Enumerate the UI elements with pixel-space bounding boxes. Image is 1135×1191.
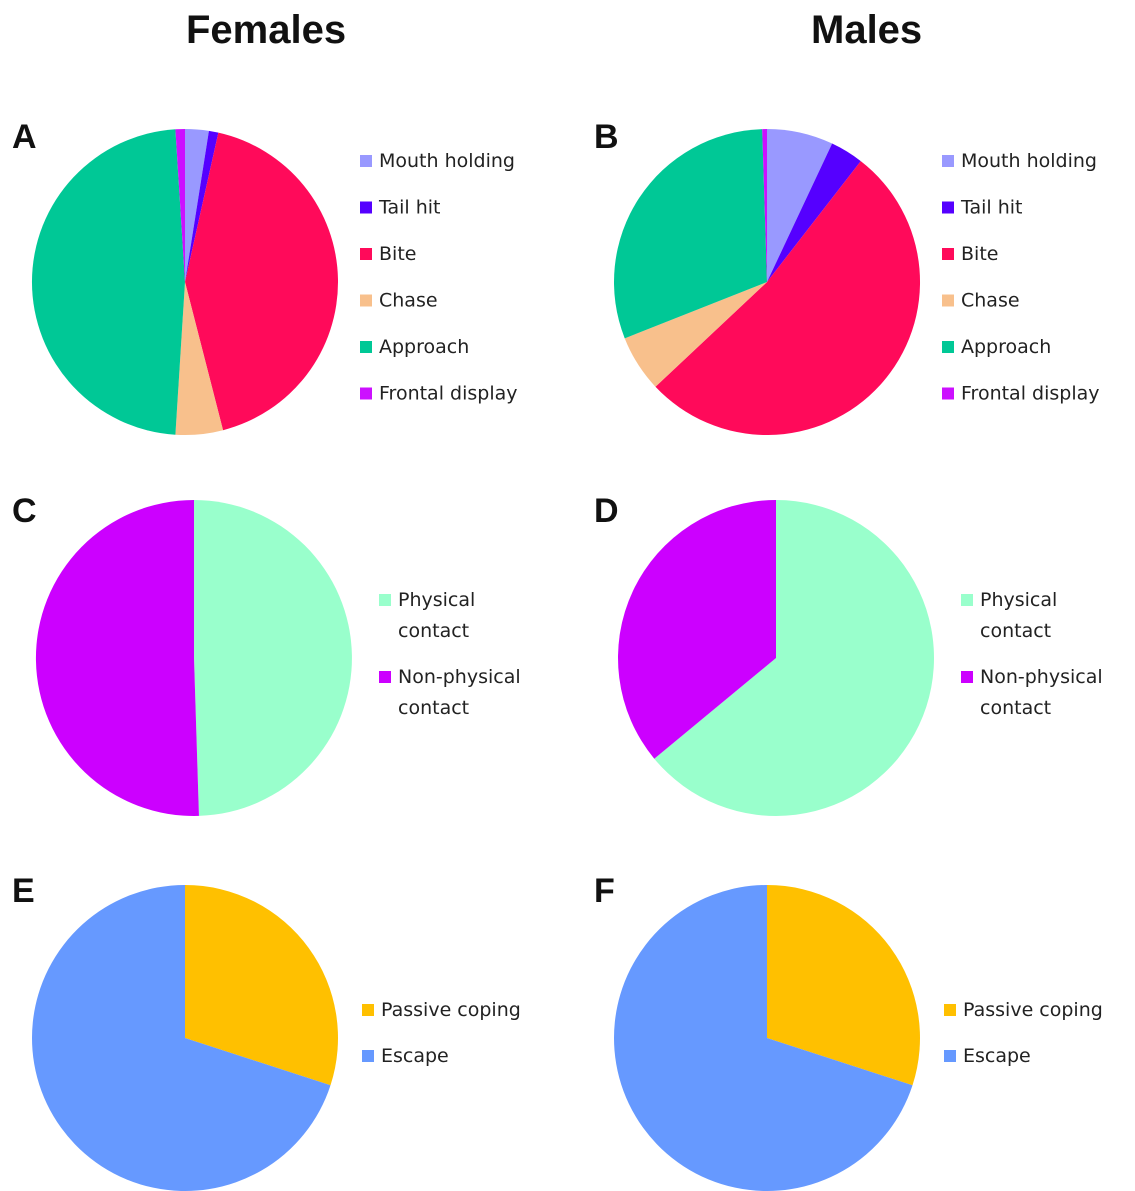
legend-label-a-approach: Approach xyxy=(379,336,469,358)
legend-label-d-physical-contact: Physical contact xyxy=(980,589,1057,642)
legend-label-a-mouth-holding: Mouth holding xyxy=(379,150,515,172)
legend-swatch-a-frontal-display xyxy=(360,387,372,400)
legend-swatch-b-mouth-holding xyxy=(942,155,954,167)
pie-slice-b-chase xyxy=(624,282,767,387)
legend-label-a-frontal-display: Frontal display xyxy=(379,383,517,405)
legend-swatch-b-frontal-display xyxy=(942,387,954,400)
panel-label-c: C xyxy=(12,492,37,530)
legend-swatch-a-bite xyxy=(360,248,372,260)
panel-label-e: E xyxy=(12,872,35,910)
legend-swatch-b-bite xyxy=(942,248,954,260)
legend-swatch-c-non-physical-contact xyxy=(379,671,391,683)
pie-slice-c-non-physical-contact xyxy=(35,499,199,816)
legend-label-a-tail-hit: Tail hit xyxy=(378,197,440,219)
legend-label-e-passive-coping: Passive coping xyxy=(381,999,521,1021)
legend-label-f-escape: Escape xyxy=(963,1045,1031,1067)
males-column-title: Males xyxy=(811,8,923,52)
panel-label-d: D xyxy=(594,492,619,530)
legend-swatch-b-tail-hit xyxy=(942,201,954,214)
legend-swatch-a-mouth-holding xyxy=(360,155,372,167)
legend-label-b-tail-hit: Tail hit xyxy=(960,197,1022,219)
legend-label-d-non-physical-contact: Non-physical contact xyxy=(980,666,1103,719)
pie-slice-a-tail-hit xyxy=(185,130,219,282)
legend-label-a-chase: Chase xyxy=(379,290,438,312)
legend-swatch-a-tail-hit xyxy=(360,201,372,214)
legend-swatch-e-escape xyxy=(362,1050,374,1062)
legend-swatch-d-non-physical-contact xyxy=(961,671,973,683)
legend-swatch-f-escape xyxy=(944,1050,956,1062)
legend-label-b-mouth-holding: Mouth holding xyxy=(961,150,1097,172)
females-column-title: Females xyxy=(186,8,347,52)
legend-swatch-d-physical-contact xyxy=(961,594,973,606)
pie-slice-a-frontal-display xyxy=(175,129,185,282)
legend-label-b-chase: Chase xyxy=(961,290,1020,312)
pie-slice-f-escape xyxy=(613,885,913,1191)
pie-slice-e-escape xyxy=(31,885,331,1191)
pie-slice-b-bite xyxy=(655,161,921,436)
legend-label-b-frontal-display: Frontal display xyxy=(961,383,1099,405)
pie-slice-b-frontal-display xyxy=(762,129,767,282)
legend-swatch-e-passive-coping xyxy=(362,1004,374,1016)
legend-label-c-non-physical-contact: Non-physical contact xyxy=(398,666,521,719)
pie-slice-a-approach xyxy=(31,129,185,435)
legend-swatch-a-approach xyxy=(360,341,372,353)
pie-slice-b-tail-hit xyxy=(767,143,861,282)
legend-swatch-c-physical-contact xyxy=(379,594,391,606)
panel-label-a: A xyxy=(12,118,37,156)
pie-slice-a-bite xyxy=(185,132,339,431)
legend-label-b-approach: Approach xyxy=(961,336,1051,358)
legend-label-e-escape: Escape xyxy=(381,1045,449,1067)
pie-slice-b-mouth-holding xyxy=(767,129,833,282)
legend-swatch-b-chase xyxy=(942,294,954,307)
pie-slice-d-non-physical-contact xyxy=(618,500,776,759)
pie-slice-f-passive-coping xyxy=(767,885,920,1086)
pie-slice-b-approach xyxy=(613,129,767,339)
panel-label-b: B xyxy=(594,118,619,156)
pie-slice-a-chase xyxy=(175,282,224,436)
pie-slice-c-physical-contact xyxy=(194,500,352,816)
legend-label-c-physical-contact: Physical contact xyxy=(398,589,475,642)
legend-swatch-f-passive-coping xyxy=(944,1004,956,1016)
legend-label-b-bite: Bite xyxy=(961,243,998,265)
pie-slice-a-mouth-holding xyxy=(185,129,209,282)
legend-label-a-bite: Bite xyxy=(379,243,416,265)
pie-slice-e-passive-coping xyxy=(185,885,338,1086)
pie-slice-d-physical-contact xyxy=(654,499,935,816)
legend-swatch-a-chase xyxy=(360,294,372,307)
legend-swatch-b-approach xyxy=(942,341,954,353)
panel-label-f: F xyxy=(594,872,615,910)
legend-label-f-passive-coping: Passive coping xyxy=(963,999,1103,1021)
